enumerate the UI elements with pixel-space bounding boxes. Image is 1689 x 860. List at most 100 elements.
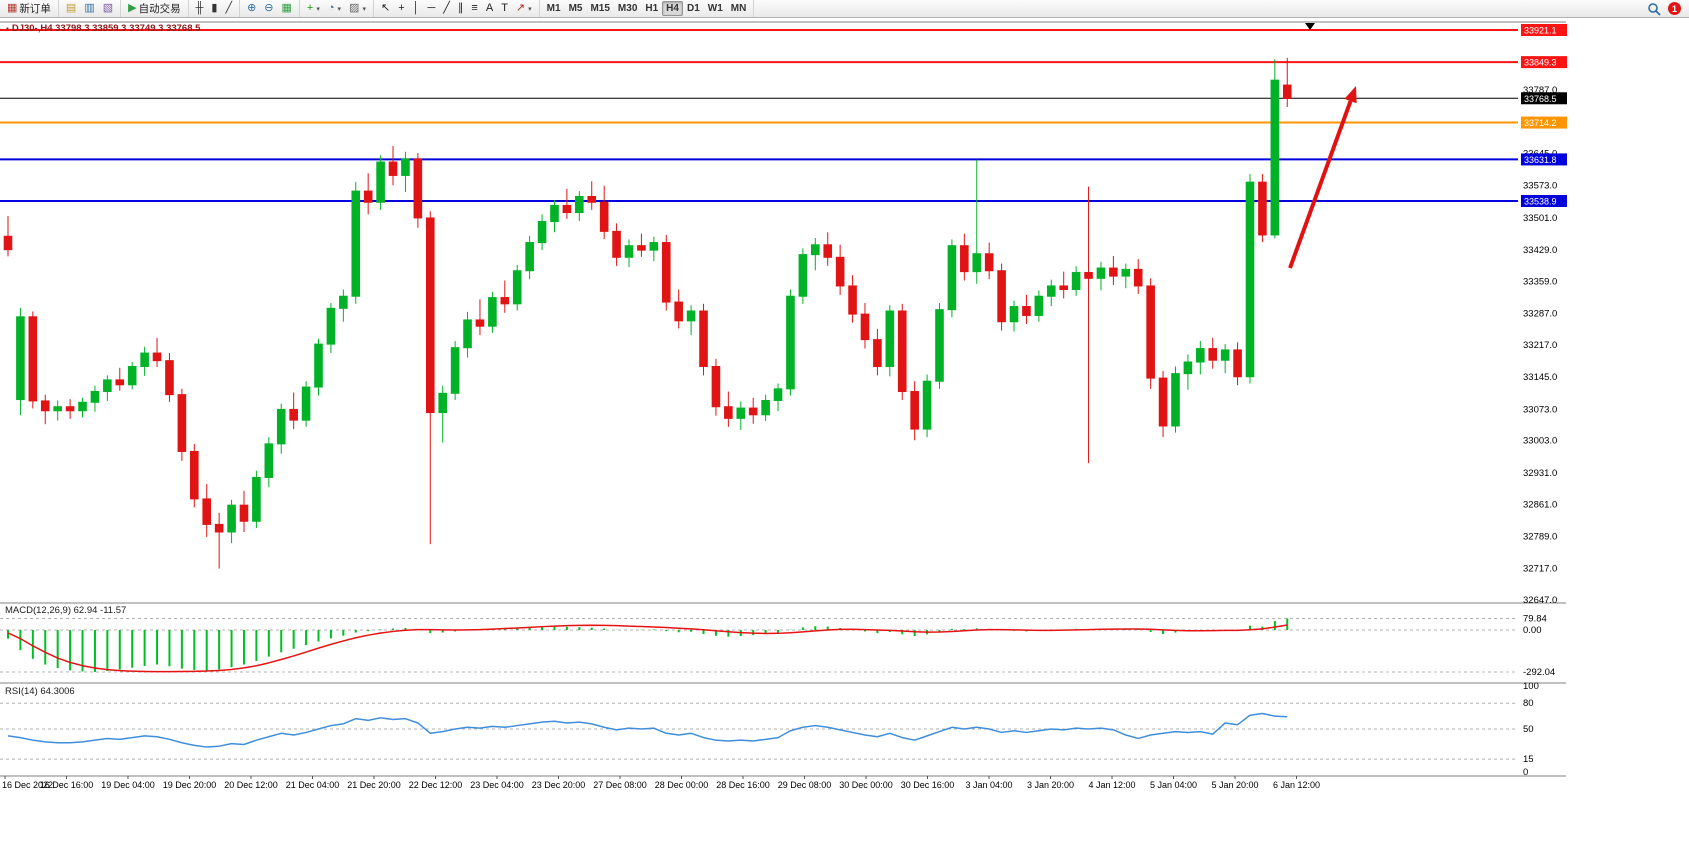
templates-icon: ▨ (349, 2, 360, 14)
price-badge-33538.9: 33538.9 (1521, 194, 1567, 207)
timeframe-m30-button[interactable]: M30 (614, 1, 641, 16)
channel-button[interactable]: ∥ (454, 1, 468, 16)
toolbar-groups: ▦ 新订单 ▤ ▥ ▧ ▶ 自动交易 ╫ ▮ ╱ ⊕ ⊖ ▦ + ▾ ◔ ▾ ▨ ▾ ↖ + │ ─ ╱ ∥ ≡ A T ↗ ▾ M1 M5 M… (0, 0, 755, 17)
timeframe-m1-button-label: M1 (546, 3, 561, 14)
svg-text:32647.0: 32647.0 (1523, 595, 1557, 606)
templates-button[interactable]: ▨ ▾ (345, 1, 370, 16)
svg-text:6 Jan 12:00: 6 Jan 12:00 (1273, 780, 1320, 790)
svg-text:21 Dec 04:00: 21 Dec 04:00 (286, 780, 340, 790)
svg-text:33003.0: 33003.0 (1523, 436, 1557, 447)
tile-windows-button[interactable]: ▦ (278, 1, 296, 16)
svg-text:33359.0: 33359.0 (1523, 276, 1557, 287)
svg-text:0.00: 0.00 (1523, 625, 1542, 636)
timeframe-mn-button[interactable]: MN (727, 1, 751, 16)
chart-canvas[interactable]: 33787.033645.033573.033501.033429.033359… (0, 18, 1689, 860)
navigator-button[interactable]: ▧ (99, 1, 117, 16)
chart-window-button[interactable]: ▤ (62, 1, 80, 16)
svg-text:33768.5: 33768.5 (1524, 94, 1557, 104)
price-badge-33768.5: 33768.5 (1521, 92, 1567, 105)
zoom-out-button[interactable]: ⊖ (260, 1, 277, 16)
timeframe-m5-button-label: M5 (568, 3, 583, 14)
autotrading-icon: ▶ (128, 2, 137, 14)
price-badge-33714.2: 33714.2 (1521, 116, 1567, 129)
indicator-levels (0, 618, 1518, 760)
svg-text:5 Jan 20:00: 5 Jan 20:00 (1211, 780, 1258, 790)
toolbar-right: 1 (1647, 2, 1689, 16)
autotrading-button-label: 自动交易 (138, 3, 181, 15)
timeframe-w1-button[interactable]: W1 (704, 1, 727, 16)
price-badge-33921.1: 33921.1 (1521, 24, 1567, 36)
svg-text:21 Dec 20:00: 21 Dec 20:00 (347, 780, 401, 790)
toolbar-group-zoom: ⊕ ⊖ ▦ (240, 0, 300, 17)
new-order-button[interactable]: ▦ 新订单 (3, 1, 55, 16)
zoom-in-button[interactable]: ⊕ (243, 1, 260, 16)
toolbar-group-autotrade: ▶ 自动交易 (121, 0, 189, 17)
fibonacci-button[interactable]: ≡ (467, 1, 481, 16)
new-order-icon: ▦ (7, 2, 18, 14)
horizontal-line-button[interactable]: ─ (424, 1, 440, 16)
horizontal-line-objects[interactable] (0, 29, 1518, 202)
vertical-line-icon: │ (412, 2, 420, 14)
navigator-icon: ▧ (102, 2, 114, 14)
cursor-icon: ↖ (380, 2, 391, 14)
timeframe-d1-button[interactable]: D1 (683, 1, 704, 16)
timeframe-h4-button[interactable]: H4 (662, 1, 683, 16)
toolbar-group-charttype: ╫ ▮ ╱ (189, 0, 241, 17)
market-watch-icon: ▥ (84, 2, 95, 14)
search-icon[interactable] (1647, 2, 1661, 16)
svg-text:30 Dec 16:00: 30 Dec 16:00 (901, 780, 955, 790)
svg-text:30 Dec 00:00: 30 Dec 00:00 (839, 780, 893, 790)
price-badge-33849.3: 33849.3 (1521, 56, 1567, 69)
svg-text:22 Dec 12:00: 22 Dec 12:00 (409, 780, 463, 790)
price-axis[interactable]: 33787.033645.033573.033501.033429.033359… (1521, 24, 1567, 778)
vertical-line-button[interactable]: │ (409, 1, 424, 16)
trendline-icon: ╱ (443, 2, 450, 14)
zoom-in-icon: ⊕ (247, 2, 257, 14)
svg-text:27 Dec 08:00: 27 Dec 08:00 (593, 780, 647, 790)
svg-text:80: 80 (1523, 698, 1534, 709)
chart-shift-marker-icon[interactable] (1305, 23, 1315, 30)
svg-text:-292.04: -292.04 (1523, 667, 1555, 678)
chart-title: ▪ DJ30-,H4 33798.3 33859.3 33749.3 33768… (6, 23, 200, 34)
indicators-button[interactable]: + ▾ (303, 1, 324, 16)
text-button[interactable]: A (482, 1, 497, 16)
autotrading-button[interactable]: ▶ 自动交易 (124, 1, 184, 16)
bar-chart-icon: ╫ (195, 2, 204, 14)
dropdown-caret-icon: ▾ (337, 5, 342, 13)
bar-chart-button[interactable]: ╫ (192, 1, 208, 16)
chart-symbol-icon: ▪ (6, 24, 9, 33)
horizontal-line-icon: ─ (427, 2, 436, 14)
svg-text:33787.0: 33787.0 (1523, 85, 1557, 96)
svg-text:20 Dec 12:00: 20 Dec 12:00 (224, 780, 278, 790)
candlestick-icon: ▮ (211, 2, 218, 14)
svg-text:19 Dec 04:00: 19 Dec 04:00 (101, 780, 155, 790)
rsi-indicator (7, 712, 1288, 748)
timeframe-m15-button[interactable]: M15 (586, 1, 613, 16)
notification-badge[interactable]: 1 (1668, 2, 1681, 15)
arrows-button[interactable]: ↗ ▾ (512, 1, 536, 16)
text-label-icon: T (501, 2, 508, 14)
text-label-button[interactable]: T (497, 1, 512, 16)
timeframe-m1-button[interactable]: M1 (543, 1, 565, 16)
market-watch-button[interactable]: ▥ (80, 1, 98, 16)
timeframe-m15-button-label: M15 (590, 3, 610, 14)
price-badge-33631.8: 33631.8 (1521, 153, 1567, 166)
timeframe-h1-button[interactable]: H1 (641, 1, 662, 16)
trendline-button[interactable]: ╱ (439, 1, 454, 16)
svg-text:33287.0: 33287.0 (1523, 309, 1557, 320)
svg-text:23 Dec 04:00: 23 Dec 04:00 (470, 780, 524, 790)
svg-text:50: 50 (1523, 724, 1534, 735)
svg-text:33849.3: 33849.3 (1524, 58, 1557, 68)
cursor-button[interactable]: ↖ (377, 1, 394, 16)
line-chart-button[interactable]: ╱ (221, 1, 236, 16)
periods-button[interactable]: ◔ ▾ (324, 1, 345, 16)
svg-text:33538.9: 33538.9 (1524, 196, 1557, 206)
crosshair-button[interactable]: + (394, 1, 408, 16)
trend-arrow-annotation[interactable] (1288, 86, 1357, 269)
svg-text:0: 0 (1523, 767, 1528, 778)
timeframe-m5-button[interactable]: M5 (565, 1, 587, 16)
candlestick-chart-button[interactable]: ▮ (207, 1, 221, 16)
dropdown-caret-icon: ▾ (362, 5, 366, 13)
svg-text:79.84: 79.84 (1523, 614, 1547, 625)
